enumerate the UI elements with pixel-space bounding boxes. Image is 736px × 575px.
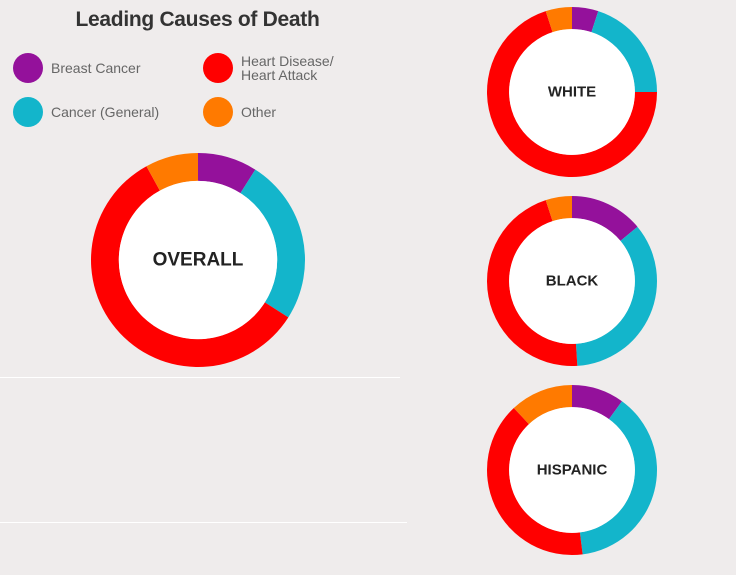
slice-white-cancer-general — [591, 11, 657, 93]
legend-label-breast-cancer: Breast Cancer — [51, 60, 141, 76]
slice-overall-other — [146, 153, 198, 191]
chart-title: Leading Causes of Death — [75, 8, 320, 31]
divider-lower — [0, 522, 407, 523]
slice-black-heart-disease — [486, 200, 578, 366]
legend-item-other: Other — [203, 97, 276, 127]
donut-center-label: BLACK — [546, 273, 599, 290]
legend-swatch-cancer-general — [13, 97, 43, 127]
slice-hispanic-other — [513, 385, 572, 425]
donut-chart-overall: OVERALL — [90, 152, 306, 368]
donut-hole — [509, 407, 635, 533]
slice-overall-cancer-general — [240, 169, 305, 318]
slice-black-cancer-general — [575, 226, 657, 366]
legend-label-other: Other — [241, 104, 277, 120]
slice-hispanic-cancer-general — [579, 401, 657, 555]
legend-label-cancer-general: Cancer (General) — [51, 104, 160, 120]
donut-center-label: HISPANIC — [537, 462, 608, 479]
legend-item-cancer-general: Cancer (General) — [13, 97, 159, 127]
donut-hole — [509, 218, 635, 344]
donut-chart-black: BLACK — [486, 195, 658, 367]
slice-overall-breast-cancer — [198, 153, 256, 194]
slice-overall-heart-disease — [90, 166, 289, 367]
legend-swatch-heart-disease — [203, 53, 233, 83]
slice-hispanic-heart-disease — [487, 408, 583, 555]
donut-chart-white: WHITE — [486, 6, 658, 178]
slice-black-other — [545, 196, 572, 222]
divider-upper — [0, 377, 400, 378]
donut-hole — [118, 180, 278, 340]
legend-item-breast-cancer: Breast Cancer — [13, 53, 140, 83]
slice-white-breast-cancer — [572, 7, 599, 33]
donut-chart-hispanic: HISPANIC — [486, 384, 658, 556]
legend-label-heart-disease: Heart Disease/ Heart Attack — [241, 53, 334, 83]
legend-item-heart-disease: Heart Disease/ Heart Attack — [203, 53, 334, 83]
legend-swatch-breast-cancer — [13, 53, 43, 83]
slice-hispanic-breast-cancer — [572, 385, 622, 420]
legend-swatch-other — [203, 97, 233, 127]
slice-black-breast-cancer — [572, 196, 638, 241]
donut-center-label: OVERALL — [153, 250, 244, 271]
donut-hole — [509, 29, 635, 155]
slice-white-other — [545, 7, 572, 33]
donut-center-label: WHITE — [548, 84, 596, 101]
